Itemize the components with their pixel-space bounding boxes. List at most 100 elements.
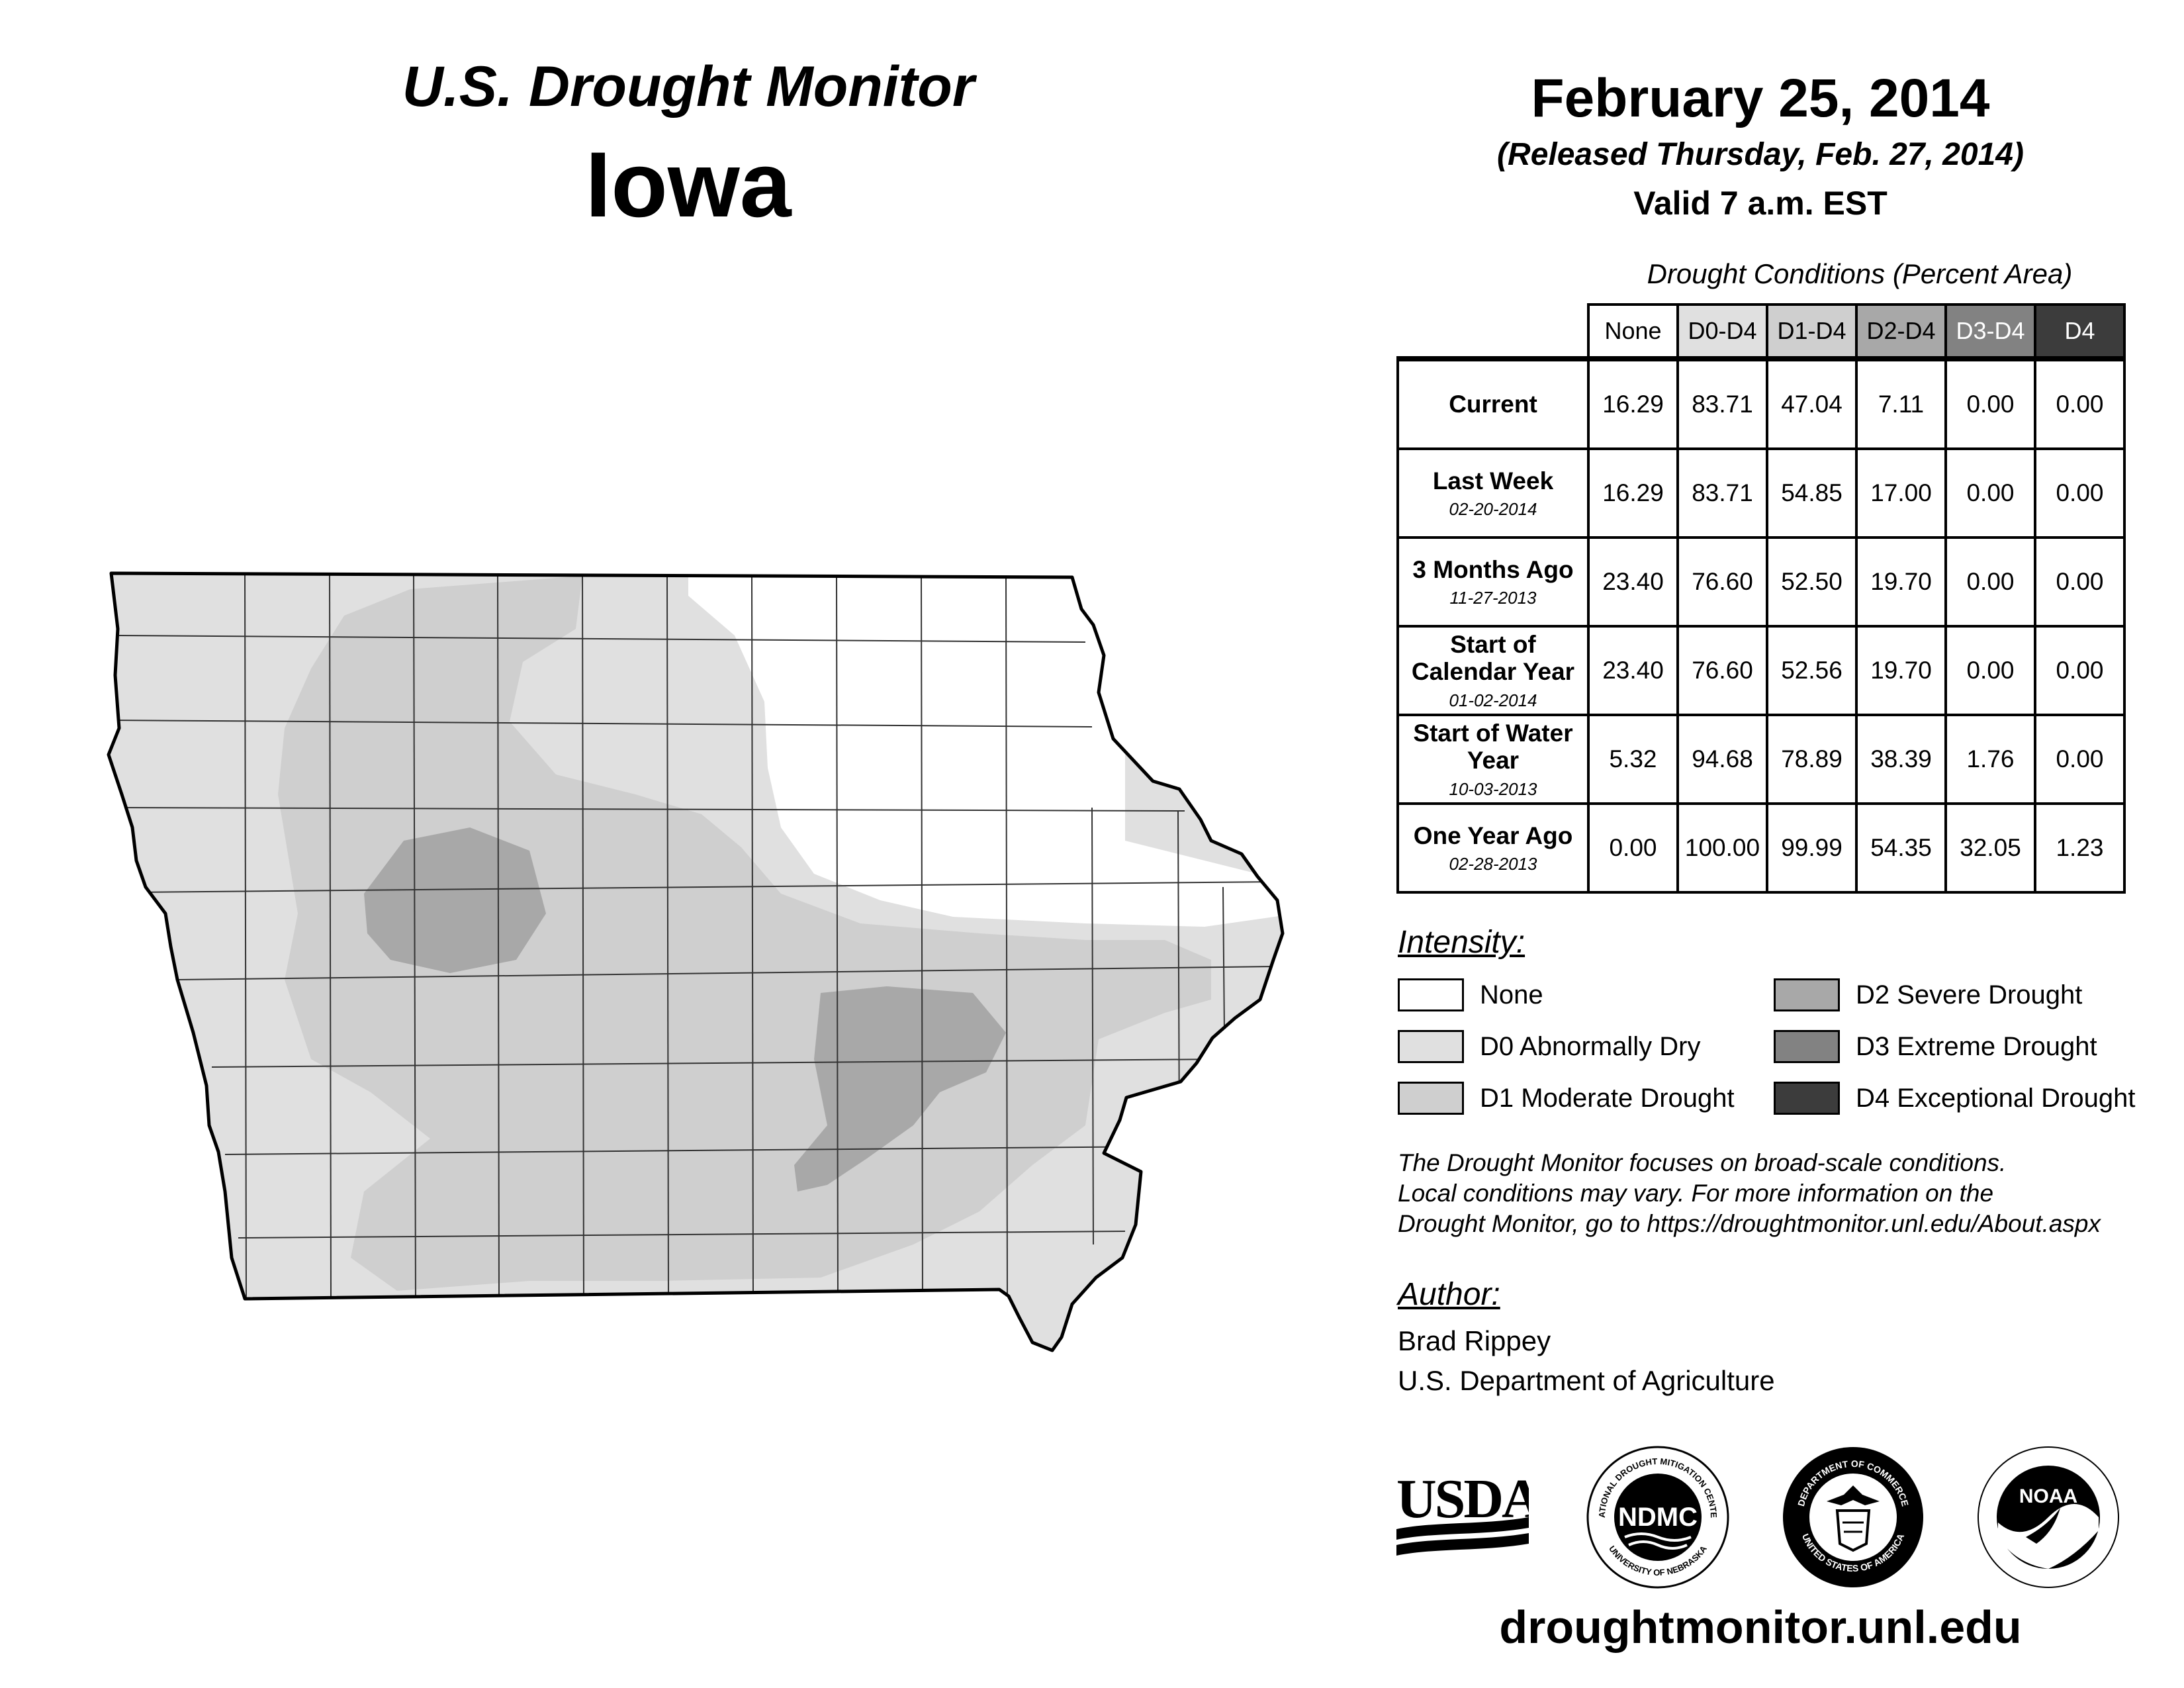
table-cell: 17.00: [1855, 447, 1947, 539]
legend-swatch: [1774, 978, 1840, 1011]
table-header-row: None D0-D4 D1-D4 D2-D4 D3-D4 D4: [1398, 303, 2126, 360]
row-label: One Year Ago 02-28-2013: [1396, 802, 1590, 894]
table-cell: 52.56: [1766, 625, 1858, 716]
table-cell: 54.85: [1766, 447, 1858, 539]
row-label-text: Current: [1449, 391, 1537, 418]
legend-item-d0: D0 Abnormally Dry: [1398, 1030, 1700, 1063]
row-label: Start of Water Year 10-03-2013: [1396, 714, 1590, 805]
row-label-text: One Year Ago: [1413, 821, 1573, 849]
table-cell: 0.00: [1587, 802, 1679, 894]
note-line: Drought Monitor, go to https://droughtmo…: [1398, 1210, 2101, 1237]
row-label: Last Week 02-20-2014: [1396, 447, 1590, 539]
legend-item-d1: D1 Moderate Drought: [1398, 1082, 1735, 1115]
usda-logo: USDA: [1396, 1468, 1529, 1556]
d2-region: [794, 986, 1006, 1192]
table-cell: 0.00: [1944, 447, 2036, 539]
col-header-d0-d4: D0-D4: [1676, 303, 1768, 360]
col-header-d2-d4: D2-D4: [1855, 303, 1947, 360]
table-cell: 19.70: [1855, 625, 1947, 716]
table-cell: 1.76: [1944, 714, 2036, 805]
legend-title: Intensity:: [1398, 925, 1525, 960]
table-row-last-week: Last Week 02-20-2014 16.29 83.71 54.85 17…: [1396, 447, 2126, 539]
legend-label: D4 Exceptional Drought: [1856, 1083, 2136, 1113]
map-date: February 25, 2014: [1531, 68, 1990, 128]
d1-region: [278, 576, 1211, 1291]
table-cell: 5.32: [1587, 714, 1679, 805]
table-corner: [1398, 305, 1588, 359]
table-cell: 19.70: [1855, 536, 1947, 628]
noaa-logo-text: NOAA: [2019, 1485, 2077, 1507]
legend-label: None: [1480, 980, 1543, 1009]
row-label-date: 10-03-2013: [1449, 778, 1537, 799]
legend-swatch: [1774, 1082, 1840, 1115]
col-header-none: None: [1587, 303, 1679, 360]
table-cell: 23.40: [1587, 625, 1679, 716]
doc-seal-logo: DEPARTMENT OF COMMERCE UNITED STATES OF …: [1783, 1447, 1923, 1587]
row-label: Current: [1396, 356, 1590, 450]
table-caption: Drought Conditions (Percent Area): [1647, 258, 2073, 289]
legend-item-none: None: [1398, 978, 1543, 1011]
author-organization: U.S. Department of Agriculture: [1398, 1365, 1775, 1396]
row-label-date: 02-20-2014: [1449, 499, 1537, 520]
state-title: Iowa: [585, 132, 792, 236]
table-row-current: Current 16.29 83.71 47.04 7.11 0.00 0.00: [1396, 356, 2126, 450]
table-cell: 83.71: [1676, 356, 1768, 450]
table-cell: 0.00: [1944, 356, 2036, 450]
table-cell: 100.00: [1676, 802, 1768, 894]
table-cell: 0.00: [2034, 625, 2126, 716]
disclaimer-note: The Drought Monitor focuses on broad-sca…: [1398, 1148, 2159, 1239]
table-cell: 54.35: [1855, 802, 1947, 894]
table-cell: 99.99: [1766, 802, 1858, 894]
valid-time: Valid 7 a.m. EST: [1633, 185, 1888, 222]
legend-item-d4: D4 Exceptional Drought: [1774, 1082, 2135, 1115]
ndmc-logo-text: NDMC: [1618, 1503, 1698, 1532]
drought-conditions-table: None D0-D4 D1-D4 D2-D4 D3-D4 D4 Current …: [1396, 303, 2126, 894]
table-cell: 0.00: [2034, 536, 2126, 628]
legend-label: D3 Extreme Drought: [1856, 1031, 2097, 1061]
author-heading: Author:: [1398, 1277, 1500, 1312]
table-cell: 83.71: [1676, 447, 1768, 539]
legend-swatch: [1398, 978, 1464, 1011]
row-label-text: 3 Months Ago: [1412, 555, 1574, 583]
table-cell: 23.40: [1587, 536, 1679, 628]
d2-region: [364, 827, 546, 973]
table-cell: 16.29: [1587, 447, 1679, 539]
table-row-start-water-year: Start of Water Year 10-03-2013 5.32 94.68…: [1396, 714, 2126, 805]
table-cell: 52.50: [1766, 536, 1858, 628]
note-line: The Drought Monitor focuses on broad-sca…: [1398, 1149, 2007, 1176]
col-header-d1-d4: D1-D4: [1766, 303, 1858, 360]
none-region: [688, 573, 1283, 927]
table-row-one-year-ago: One Year Ago 02-28-2013 0.00 100.00 99.99…: [1396, 802, 2126, 894]
county-lines: [112, 573, 1278, 1299]
col-header-d4: D4: [2034, 303, 2126, 360]
author-name: Brad Rippey: [1398, 1325, 1551, 1356]
table-cell: 78.89: [1766, 714, 1858, 805]
usda-logo-text: USDA: [1396, 1468, 1529, 1530]
legend-label: D1 Moderate Drought: [1480, 1083, 1735, 1113]
legend-swatch: [1398, 1082, 1464, 1115]
release-date: (Released Thursday, Feb. 27, 2014): [1497, 137, 2024, 172]
legend-item-d2: D2 Severe Drought: [1774, 978, 2082, 1011]
row-label-text: Last Week: [1432, 467, 1554, 494]
map-title: U.S. Drought Monitor: [402, 55, 975, 118]
table-row-3-months-ago: 3 Months Ago 11-27-2013 23.40 76.60 52.50…: [1396, 536, 2126, 628]
table-cell: 32.05: [1944, 802, 2036, 894]
legend-swatch: [1774, 1030, 1840, 1063]
legend-label: D0 Abnormally Dry: [1480, 1031, 1701, 1061]
legend-swatch: [1398, 1030, 1464, 1063]
noaa-logo: NOAA: [1978, 1446, 2119, 1588]
table-cell: 0.00: [2034, 714, 2126, 805]
row-label-date: 02-28-2013: [1449, 854, 1537, 874]
table-cell: 47.04: [1766, 356, 1858, 450]
table-row-start-calendar-year: Start of Calendar Year 01-02-2014 23.40 7…: [1396, 625, 2126, 716]
table-cell: 0.00: [1944, 536, 2036, 628]
table-cell: 38.39: [1855, 714, 1947, 805]
table-cell: 7.11: [1855, 356, 1947, 450]
row-label: 3 Months Ago 11-27-2013: [1396, 536, 1590, 628]
table-cell: 1.23: [2034, 802, 2126, 894]
note-line: Local conditions may vary. For more info…: [1398, 1180, 1994, 1207]
row-label: Start of Calendar Year 01-02-2014: [1396, 625, 1590, 716]
table-cell: 76.60: [1676, 536, 1768, 628]
row-label-text: Start of Water Year: [1413, 720, 1573, 774]
